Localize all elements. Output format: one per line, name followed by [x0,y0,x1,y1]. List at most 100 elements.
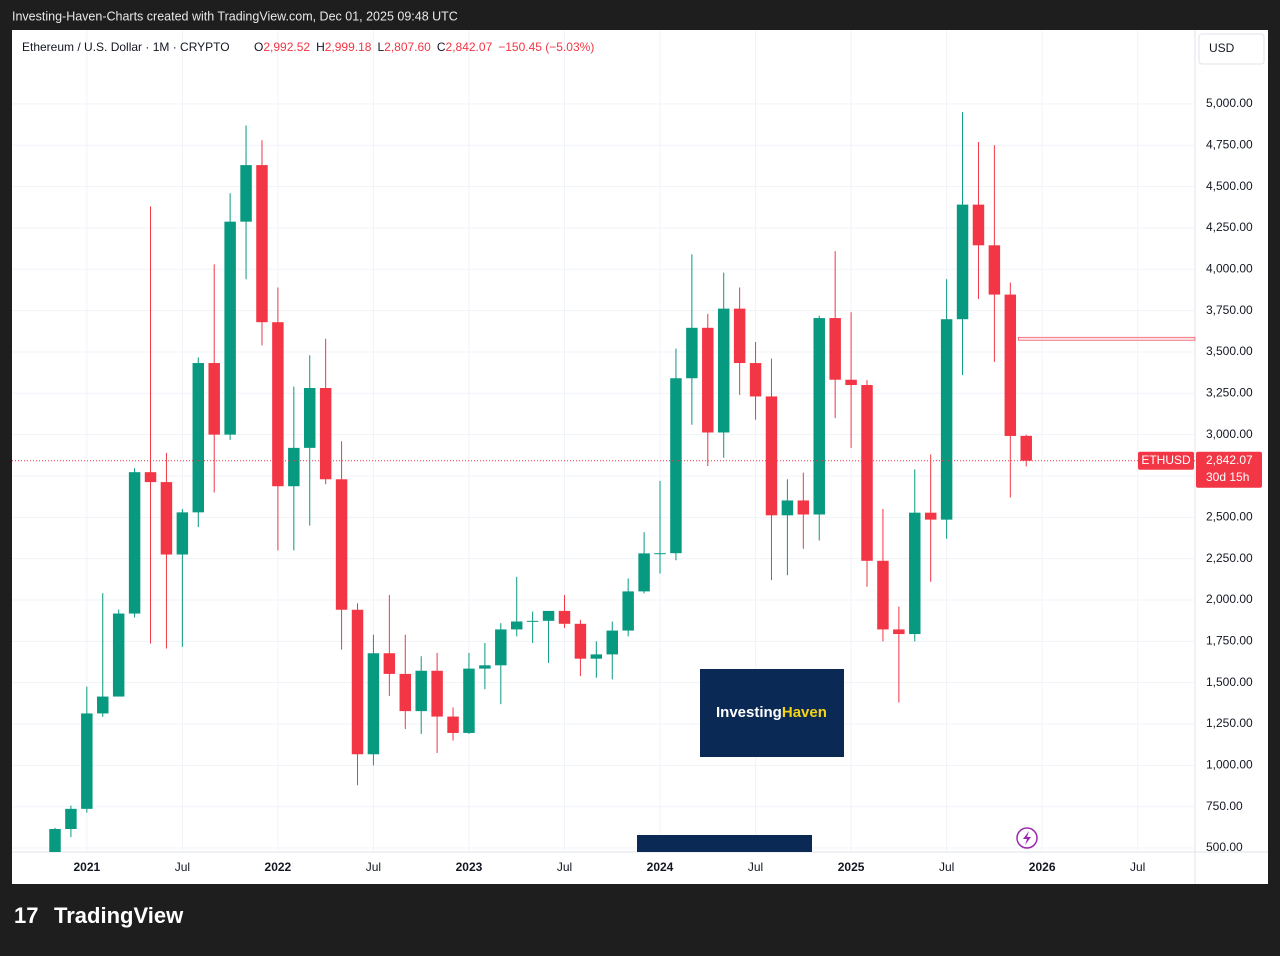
x-tick-label: Jul [366,860,381,874]
watermark-box [700,669,844,757]
x-tick-label: 2021 [73,860,100,874]
candle-body [542,610,555,621]
candle-body [733,308,746,364]
candle-body [574,623,587,659]
candle-body [288,447,300,487]
candle-body [717,308,730,433]
footer: TradingView [54,903,184,928]
candle-body [49,829,61,852]
candle-body [415,670,427,712]
candle-body [383,653,396,674]
x-tick-label: 2025 [838,860,865,874]
x-tick-label: 2024 [647,860,674,874]
spark-bolt [1023,831,1031,845]
header: Investing-Haven-Charts created with Trad… [12,9,458,23]
candle-body [909,512,921,635]
candle-body [112,613,125,697]
banner [637,835,812,852]
watermark: InvestingHaven [716,704,827,721]
y-tick-label: 1,000.00 [1206,758,1253,772]
candle-body [988,245,1001,295]
x-tick-label: Jul [748,860,763,874]
y-tick-label: 1,500.00 [1206,675,1253,689]
y-tick-label: 1,250.00 [1206,716,1253,730]
candle-body [399,673,412,712]
candle-body [526,620,539,622]
candle-body [192,363,205,513]
candle-body [319,388,332,480]
ohlc-key: O [254,40,263,54]
x-tick-label: 2022 [265,860,292,874]
candle-body [128,472,141,614]
candle-body [447,716,459,733]
candle-body [781,500,794,516]
candle-body [893,629,905,635]
y-tick-label: 4,750.00 [1206,137,1253,151]
y-tick-label: 3,000.00 [1206,427,1253,441]
ohlc-value: 2,992.52 [263,40,310,54]
candle-body [510,621,523,630]
candle-body [335,479,348,610]
candle-body [351,609,364,755]
y-tick-label: 3,250.00 [1206,385,1253,399]
horizontal-line [1017,336,1196,341]
candle-body [606,630,618,655]
y-tick-label: 500.00 [1206,840,1243,854]
candle-body [431,670,443,717]
x-tick-label: 2026 [1029,860,1056,874]
spark-icon[interactable] [1016,827,1038,849]
ohlc-value: 2,999.18 [325,40,372,54]
candle-body [463,668,475,733]
ohlc-key: L [377,40,384,54]
candle-body [940,319,953,520]
candle-body [749,363,762,397]
x-tick-label: Jul [557,860,572,874]
candle-body [240,165,252,222]
candle-body [797,500,810,515]
y-tick-label: 4,000.00 [1206,261,1253,275]
ticker-tag [1138,451,1194,470]
change: −150.45 (−5.03%) [498,40,594,54]
y-tick-label: 3,500.00 [1206,344,1253,358]
price-tag-label: 2,842.07 [1206,453,1253,467]
candle-body [144,472,157,483]
x-tick-label: Jul [1130,860,1145,874]
x-tick-label: 2023 [456,860,483,874]
candle-body [765,396,778,516]
candle-body [1020,435,1032,461]
x-tick-label: Jul [939,860,954,874]
ohlc-value: 2,807.60 [384,40,431,54]
watermark-second: Haven [782,704,827,721]
candle-body [590,654,603,659]
ohlc-value: 2,842.07 [446,40,493,54]
candle-body [160,482,173,555]
candle-body [686,327,698,379]
candle-body [956,204,969,320]
candle-body [272,322,284,487]
symbol: Ethereum / U.S. Dollar · 1M · CRYPTO [22,40,230,54]
chart-panel [12,30,1268,884]
candle-body [654,553,666,555]
candle-body [495,629,507,666]
candle-body [176,512,189,555]
x-tick-label: Jul [175,860,190,874]
candle-body [924,512,937,520]
candle-body [558,610,571,624]
price-tag [1196,451,1262,488]
candle-body [304,388,316,448]
candle-body [479,665,491,669]
y-tick-label: 4,500.00 [1206,179,1253,193]
ticker-tag-label: ETHUSD [1141,453,1191,467]
currency-button[interactable] [1198,33,1265,65]
candle-body [702,327,714,433]
footer-logo-mark: 17 [14,903,38,928]
ohlc-key: H [316,40,325,54]
y-tick-label: 750.00 [1206,799,1243,813]
y-tick-label: 2,250.00 [1206,551,1253,565]
candle-body [256,165,268,323]
ohlc-key: C [437,40,446,54]
candle-body [622,591,634,631]
candle-body [208,363,220,435]
candle-body [224,221,236,435]
